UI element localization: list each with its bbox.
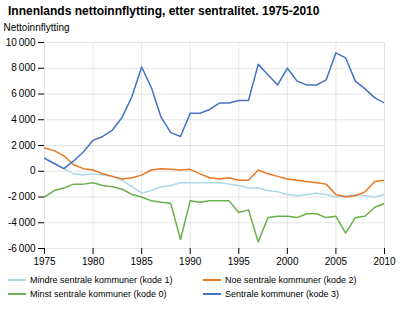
svg-text:-6 000: -6 000	[8, 243, 36, 254]
svg-text:1990: 1990	[179, 256, 202, 267]
svg-text:10 000: 10 000	[6, 37, 36, 48]
html-text:Mindre sentrale kommuner (kode: Mindre sentrale kommuner (kode 1)	[30, 275, 173, 285]
svg-text:1975: 1975	[33, 256, 56, 267]
html-text:Noe sentrale kommuner (kode 2): Noe sentrale kommuner (kode 2)	[225, 275, 357, 285]
svg-text:Nettoinnflytting: Nettoinnflytting	[4, 22, 70, 33]
svg-text:2000: 2000	[276, 256, 299, 267]
html-text:Minst sentrale kommuner (kode: Minst sentrale kommuner (kode 0)	[30, 289, 167, 299]
svg-text:0: 0	[30, 165, 36, 176]
svg-text:2 000: 2 000	[11, 140, 36, 151]
svg-text:-4 000: -4 000	[8, 217, 36, 228]
svg-text:6 000: 6 000	[11, 88, 36, 99]
svg-text:4 000: 4 000	[11, 114, 36, 125]
svg-text:-2 000: -2 000	[8, 191, 36, 202]
svg-text:1985: 1985	[131, 256, 154, 267]
svg-text:2005: 2005	[325, 256, 348, 267]
svg-text:1995: 1995	[228, 256, 251, 267]
svg-text:8 000: 8 000	[11, 62, 36, 73]
html-text:Innenlands nettoinnflytting, e: Innenlands nettoinnflytting, etter sentr…	[8, 4, 320, 18]
html-text:Sentrale kommuner (kode 3): Sentrale kommuner (kode 3)	[225, 289, 340, 299]
svg-text:1980: 1980	[82, 256, 105, 267]
svg-text:2010: 2010	[373, 256, 396, 267]
